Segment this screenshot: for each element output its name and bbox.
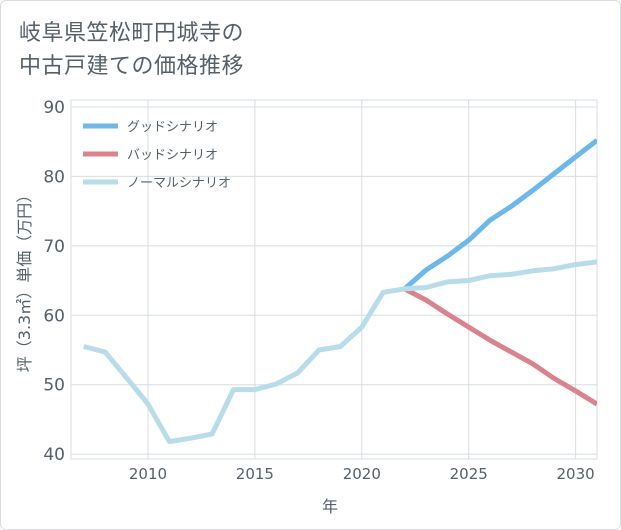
chart-title-line-2: 中古戸建ての価格推移 xyxy=(19,54,245,79)
x-tick-label-2010: 2010 xyxy=(129,465,167,483)
series-line-1 xyxy=(402,138,597,291)
y-tick-label-90: 90 xyxy=(43,98,65,118)
series-group xyxy=(83,138,597,445)
legend-label-2: バッドシナリオ xyxy=(127,148,218,163)
x-tick-label-2020: 2020 xyxy=(343,465,381,483)
y-tick-label-80: 80 xyxy=(43,167,65,187)
series-line-2 xyxy=(403,286,597,407)
chart-title: 岐阜県笠松町円城寺の 中古戸建ての価格推移 xyxy=(19,17,244,83)
plot-frame xyxy=(70,99,598,460)
y-axis-label: 坪（3.3㎡）単価（万円） xyxy=(15,187,34,372)
y-tick-label-40: 40 xyxy=(43,445,65,465)
x-axis-label: 年 xyxy=(322,497,338,516)
x-tick-label-2015: 2015 xyxy=(236,465,274,483)
y-tick-label-70: 70 xyxy=(43,237,65,257)
x-tick-label-2025: 2025 xyxy=(450,465,488,483)
x-tick-label-2030: 2030 xyxy=(557,465,595,483)
y-tick-label-50: 50 xyxy=(43,376,65,396)
chart-title-line-1: 岐阜県笠松町円城寺の xyxy=(19,21,245,46)
legend-label-1: グッドシナリオ xyxy=(127,120,218,135)
legend-label-3: ノーマルシナリオ xyxy=(127,176,231,191)
series-line-3 xyxy=(83,259,597,445)
y-tick-label-60: 60 xyxy=(43,306,65,326)
